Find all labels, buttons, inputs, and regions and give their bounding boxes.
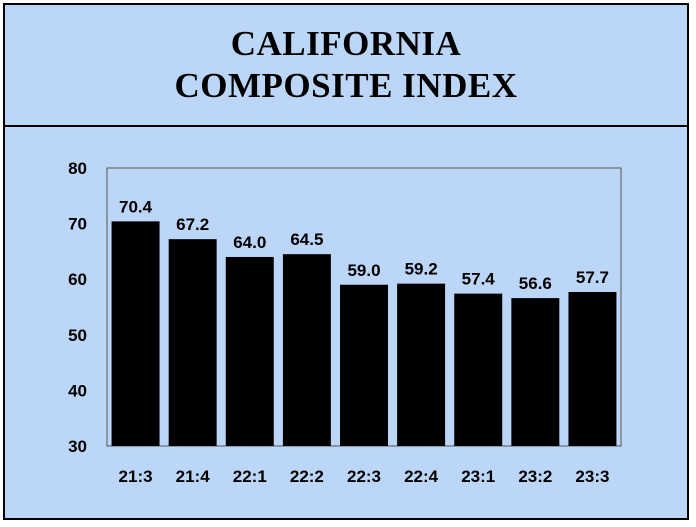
- bar-chart: 30 40 50 60 70 80 70.4 21:3 67.2 21:4 64.0 22:1 64.5…: [68, 159, 622, 486]
- x-tick-label: 22:1: [233, 467, 267, 486]
- x-tick-label: 22:3: [347, 467, 381, 486]
- data-label: 67.2: [176, 215, 209, 234]
- x-tick-label: 23:2: [518, 467, 552, 486]
- bar: [225, 256, 274, 446]
- chart-title-line-2: COMPOSITE INDEX: [174, 66, 518, 105]
- bar: [340, 284, 388, 446]
- title-box: CALIFORNIA COMPOSITE INDEX: [5, 5, 687, 127]
- x-tick-label: 23:1: [461, 467, 495, 486]
- bar: [111, 221, 160, 446]
- y-tick-label: 50: [68, 326, 87, 345]
- data-label: 57.7: [576, 268, 609, 287]
- data-label: 64.5: [290, 230, 323, 249]
- data-label: 56.6: [519, 274, 552, 293]
- x-tick-label: 21:3: [119, 467, 153, 486]
- chart-title-line-1: CALIFORNIA: [230, 24, 462, 63]
- bar: [168, 239, 217, 446]
- bar: [454, 293, 503, 446]
- y-tick-label: 60: [68, 270, 87, 289]
- y-tick-label: 30: [68, 437, 87, 456]
- data-label: 59.2: [405, 260, 438, 279]
- chart-frame: CALIFORNIA COMPOSITE INDEX 30 40 50 60 70 80 7…: [3, 3, 689, 520]
- bar: [511, 298, 560, 446]
- y-tick-label: 80: [68, 159, 87, 178]
- data-label: 57.4: [462, 270, 496, 289]
- bar: [397, 283, 446, 446]
- y-tick-label: 70: [68, 215, 87, 234]
- y-tick-label: 40: [68, 381, 87, 400]
- x-tick-label: 22:4: [404, 467, 439, 486]
- x-tick-label: 23:3: [575, 467, 609, 486]
- data-label: 59.0: [347, 261, 380, 280]
- data-label: 70.4: [119, 197, 153, 216]
- bar: [282, 254, 331, 446]
- data-label: 64.0: [233, 233, 266, 252]
- x-tick-label: 22:2: [290, 467, 324, 486]
- bar: [568, 291, 617, 446]
- x-tick-label: 21:4: [176, 467, 211, 486]
